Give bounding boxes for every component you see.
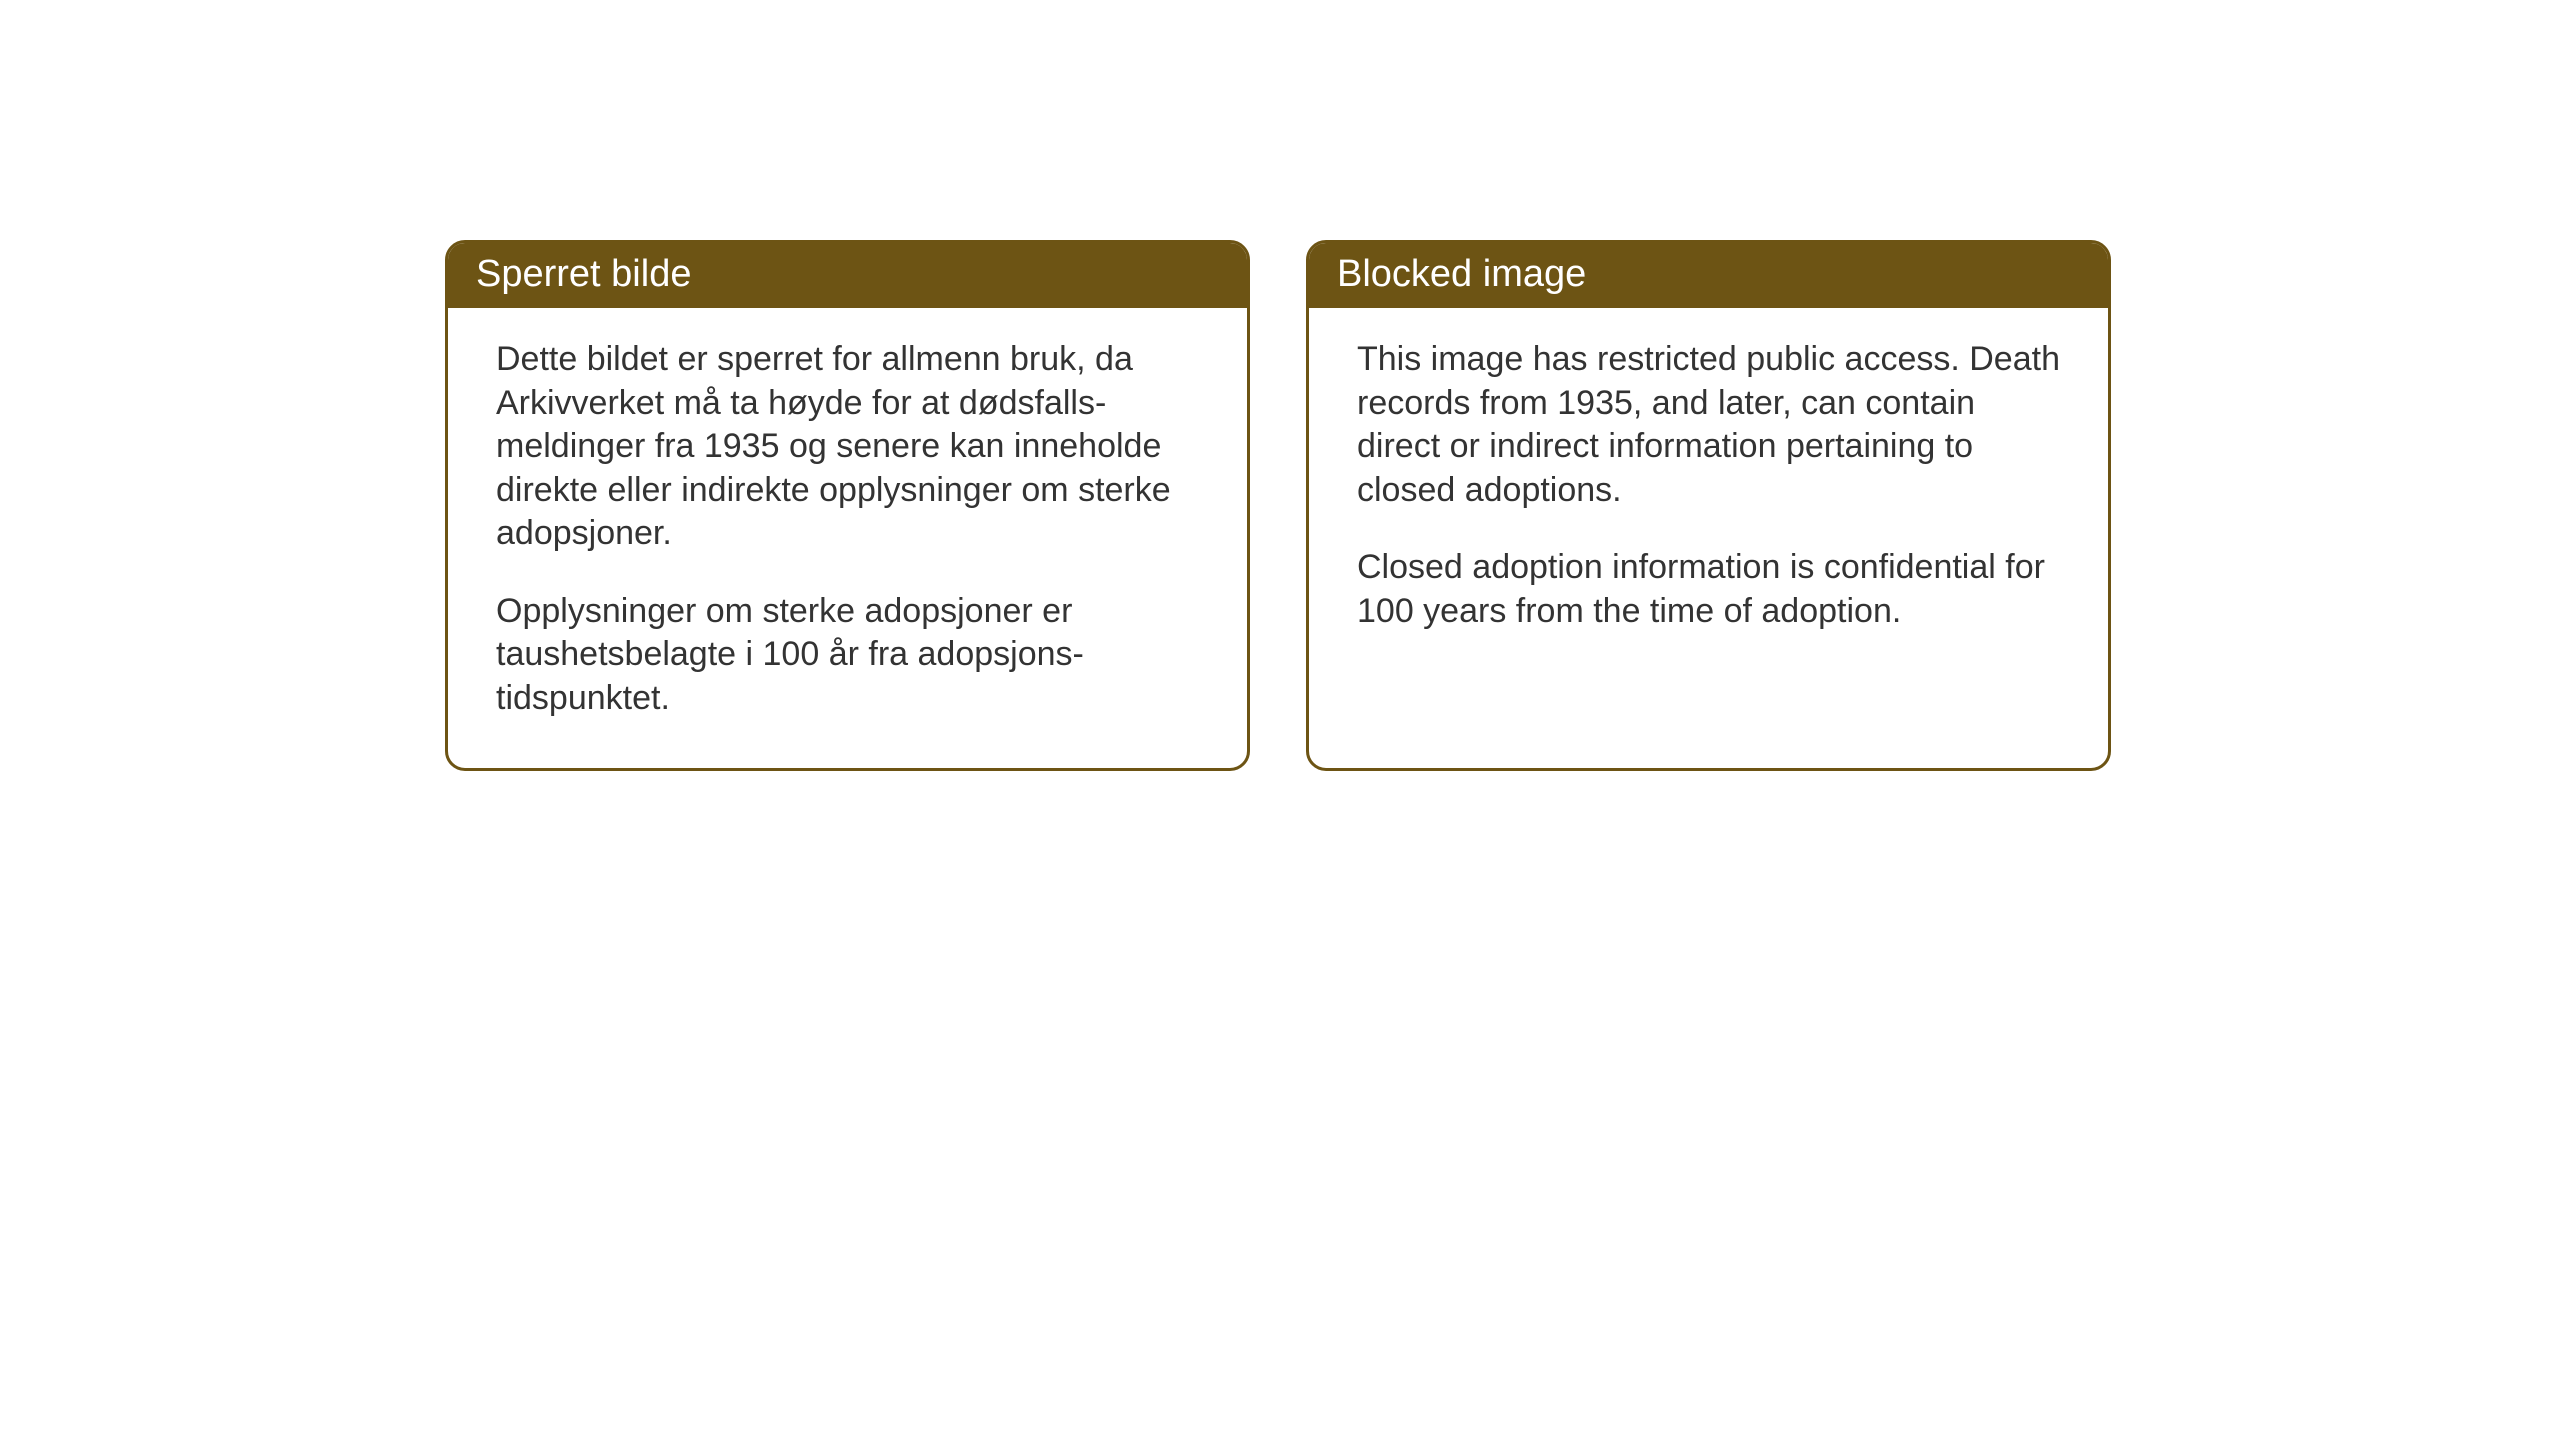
card-header-norwegian: Sperret bilde <box>448 243 1247 308</box>
card-paragraph1-english: This image has restricted public access.… <box>1357 338 2060 512</box>
cards-container: Sperret bilde Dette bildet er sperret fo… <box>445 240 2111 771</box>
card-body-english: This image has restricted public access.… <box>1309 308 2108 681</box>
card-paragraph2-norwegian: Opplysninger om sterke adopsjoner er tau… <box>496 590 1199 721</box>
card-paragraph1-norwegian: Dette bildet er sperret for allmenn bruk… <box>496 338 1199 556</box>
card-title-english: Blocked image <box>1337 253 1586 295</box>
card-title-norwegian: Sperret bilde <box>476 253 691 295</box>
card-header-english: Blocked image <box>1309 243 2108 308</box>
card-paragraph2-english: Closed adoption information is confident… <box>1357 546 2060 633</box>
card-body-norwegian: Dette bildet er sperret for allmenn bruk… <box>448 308 1247 768</box>
card-english: Blocked image This image has restricted … <box>1306 240 2111 771</box>
card-norwegian: Sperret bilde Dette bildet er sperret fo… <box>445 240 1250 771</box>
